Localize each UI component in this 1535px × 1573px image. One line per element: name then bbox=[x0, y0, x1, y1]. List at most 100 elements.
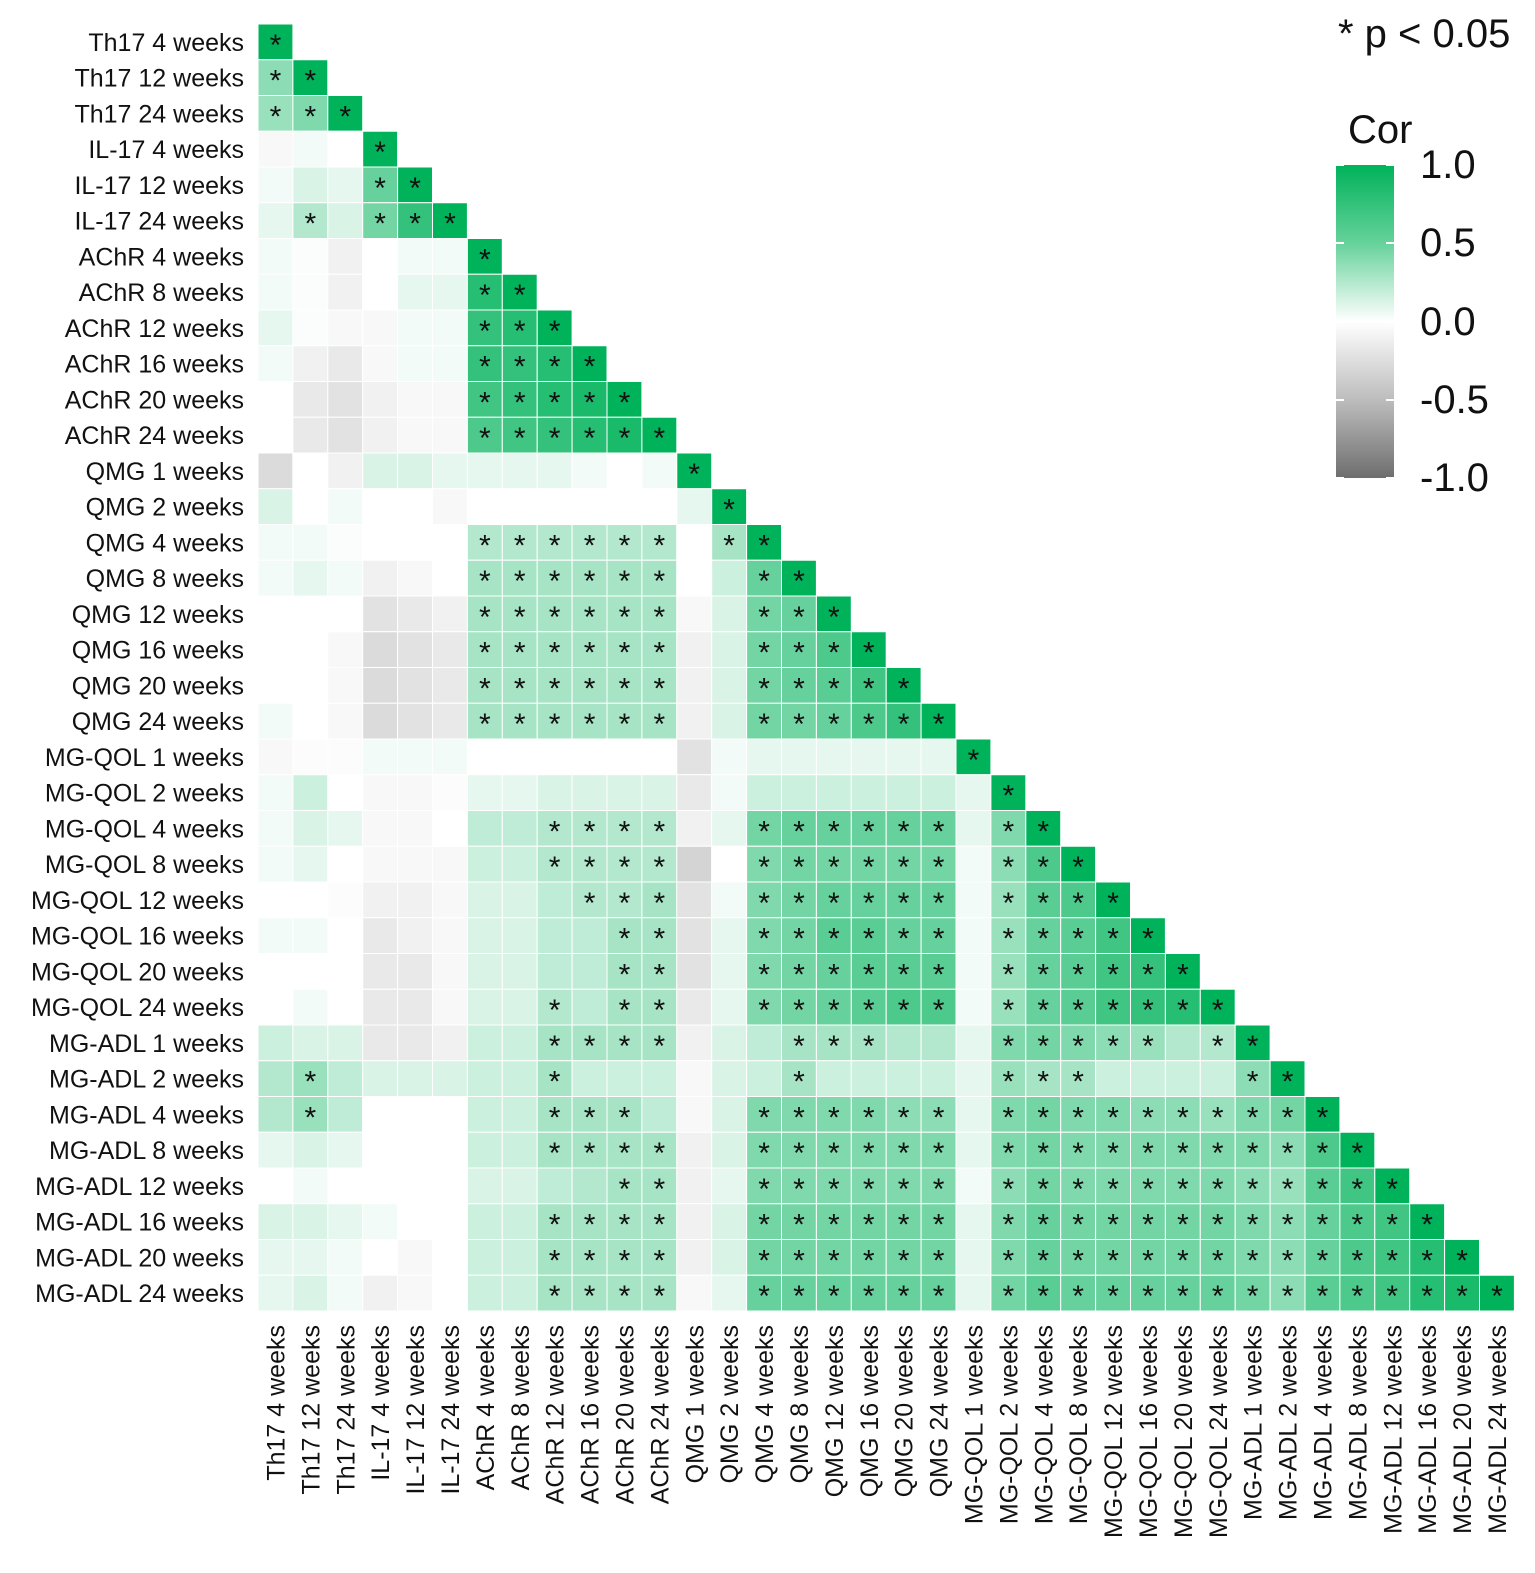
y-tick-label: AChR 20 weeks bbox=[65, 386, 244, 414]
significance-star: * bbox=[1107, 1101, 1119, 1134]
significance-star: * bbox=[1107, 1030, 1119, 1063]
significance-star: * bbox=[374, 208, 386, 241]
heatmap-cell bbox=[1060, 1167, 1097, 1205]
heatmap-cell bbox=[850, 631, 887, 668]
x-tick-label: QMG 24 weeks bbox=[926, 1325, 954, 1497]
significance-star: * bbox=[549, 1030, 561, 1063]
heatmap-cell bbox=[327, 595, 364, 633]
heatmap-cell bbox=[397, 1203, 434, 1240]
heatmap-cell bbox=[955, 1096, 992, 1133]
heatmap-cell bbox=[990, 1131, 1027, 1169]
significance-star: * bbox=[619, 815, 631, 848]
heatmap-cell bbox=[1374, 1274, 1411, 1312]
heatmap-cell bbox=[327, 845, 364, 883]
significance-star: * bbox=[654, 1209, 666, 1242]
significance-star: * bbox=[1072, 1066, 1084, 1099]
heatmap-cell bbox=[466, 845, 503, 883]
heatmap-cell bbox=[746, 881, 782, 919]
heatmap-cell bbox=[641, 738, 678, 776]
significance-star: * bbox=[1317, 1137, 1329, 1170]
significance-star: * bbox=[1352, 1173, 1364, 1206]
legend-tick-mark-right bbox=[1386, 320, 1394, 323]
significance-star: * bbox=[1003, 1030, 1015, 1063]
heatmap-cell bbox=[432, 1131, 468, 1169]
heatmap-cell bbox=[676, 953, 713, 990]
heatmap-cell bbox=[362, 1239, 399, 1276]
heatmap-cell bbox=[257, 1024, 294, 1062]
significance-star: * bbox=[1107, 1244, 1119, 1277]
heatmap-cell bbox=[815, 953, 852, 990]
significance-star: * bbox=[1282, 1244, 1294, 1277]
heatmap-cell bbox=[327, 1274, 364, 1312]
significance-star: * bbox=[654, 565, 666, 598]
significance-star: * bbox=[1282, 1137, 1294, 1170]
heatmap-cell bbox=[1130, 1131, 1166, 1169]
heatmap-cell bbox=[292, 1203, 329, 1240]
heatmap-cell bbox=[501, 1024, 538, 1062]
heatmap-cell bbox=[501, 845, 538, 883]
x-tick-label: AChR 8 weeks bbox=[507, 1325, 535, 1490]
heatmap-cell bbox=[466, 559, 503, 597]
heatmap-cell bbox=[885, 1096, 922, 1133]
significance-star: * bbox=[654, 923, 666, 956]
x-tick-label: MG-ADL 4 weeks bbox=[1309, 1325, 1337, 1520]
heatmap-cell bbox=[815, 1060, 852, 1097]
heatmap-cell bbox=[292, 559, 329, 597]
heatmap-cell bbox=[432, 631, 468, 668]
x-tick-label: QMG 1 weeks bbox=[681, 1325, 709, 1483]
significance-star: * bbox=[933, 1209, 945, 1242]
heatmap-cell bbox=[676, 1239, 713, 1276]
heatmap-cell bbox=[815, 738, 852, 776]
significance-star: * bbox=[584, 351, 596, 384]
heatmap-cell bbox=[536, 845, 573, 883]
heatmap-cell bbox=[327, 881, 364, 919]
heatmap-cell bbox=[466, 988, 503, 1026]
heatmap-cell bbox=[955, 774, 992, 811]
heatmap-cell bbox=[397, 631, 434, 668]
heatmap-cell bbox=[920, 1024, 957, 1062]
heatmap-cell bbox=[466, 1239, 503, 1276]
heatmap-cell bbox=[1479, 1274, 1515, 1312]
significance-star: * bbox=[1037, 1244, 1049, 1277]
significance-star: * bbox=[514, 386, 526, 419]
heatmap-cell bbox=[292, 345, 329, 382]
y-tick-label: Th17 12 weeks bbox=[74, 65, 244, 93]
significance-star: * bbox=[933, 923, 945, 956]
significance-star: * bbox=[1247, 1209, 1259, 1242]
heatmap-cell bbox=[397, 845, 434, 883]
x-tick-label: MG-QOL 20 weeks bbox=[1170, 1325, 1198, 1538]
heatmap-cell bbox=[501, 953, 538, 990]
heatmap-cell bbox=[850, 774, 887, 811]
significance-star: * bbox=[619, 529, 631, 562]
heatmap-cell bbox=[292, 1096, 329, 1133]
heatmap-cell bbox=[501, 345, 538, 382]
legend-tick-mark-left bbox=[1336, 477, 1344, 479]
significance-star: * bbox=[1247, 1101, 1259, 1134]
significance-star: * bbox=[619, 1280, 631, 1313]
heatmap-cell bbox=[466, 917, 503, 954]
heatmap-cell bbox=[292, 1239, 329, 1276]
significance-star: * bbox=[1072, 1101, 1084, 1134]
significance-star: * bbox=[1212, 1101, 1224, 1134]
heatmap-cell bbox=[781, 881, 817, 919]
significance-star: * bbox=[758, 672, 770, 705]
heatmap-cell bbox=[397, 524, 434, 561]
heatmap-cell bbox=[362, 1024, 399, 1062]
heatmap-cell bbox=[362, 738, 399, 776]
significance-star: * bbox=[654, 1280, 666, 1313]
significance-star: * bbox=[514, 351, 526, 384]
heatmap-cell bbox=[257, 381, 294, 418]
significance-star: * bbox=[933, 994, 945, 1027]
significance-star: * bbox=[793, 1030, 805, 1063]
heatmap-cell bbox=[536, 702, 573, 740]
heatmap-cell bbox=[327, 309, 364, 347]
heatmap-cell bbox=[397, 273, 434, 311]
heatmap-cell bbox=[292, 273, 329, 311]
heatmap-cell bbox=[257, 1203, 294, 1240]
heatmap-cell bbox=[362, 953, 399, 990]
significance-star: * bbox=[270, 29, 282, 62]
heatmap-cell bbox=[501, 810, 538, 847]
heatmap-cell bbox=[641, 452, 678, 490]
significance-star: * bbox=[828, 1030, 840, 1063]
significance-star: * bbox=[1003, 1066, 1015, 1099]
